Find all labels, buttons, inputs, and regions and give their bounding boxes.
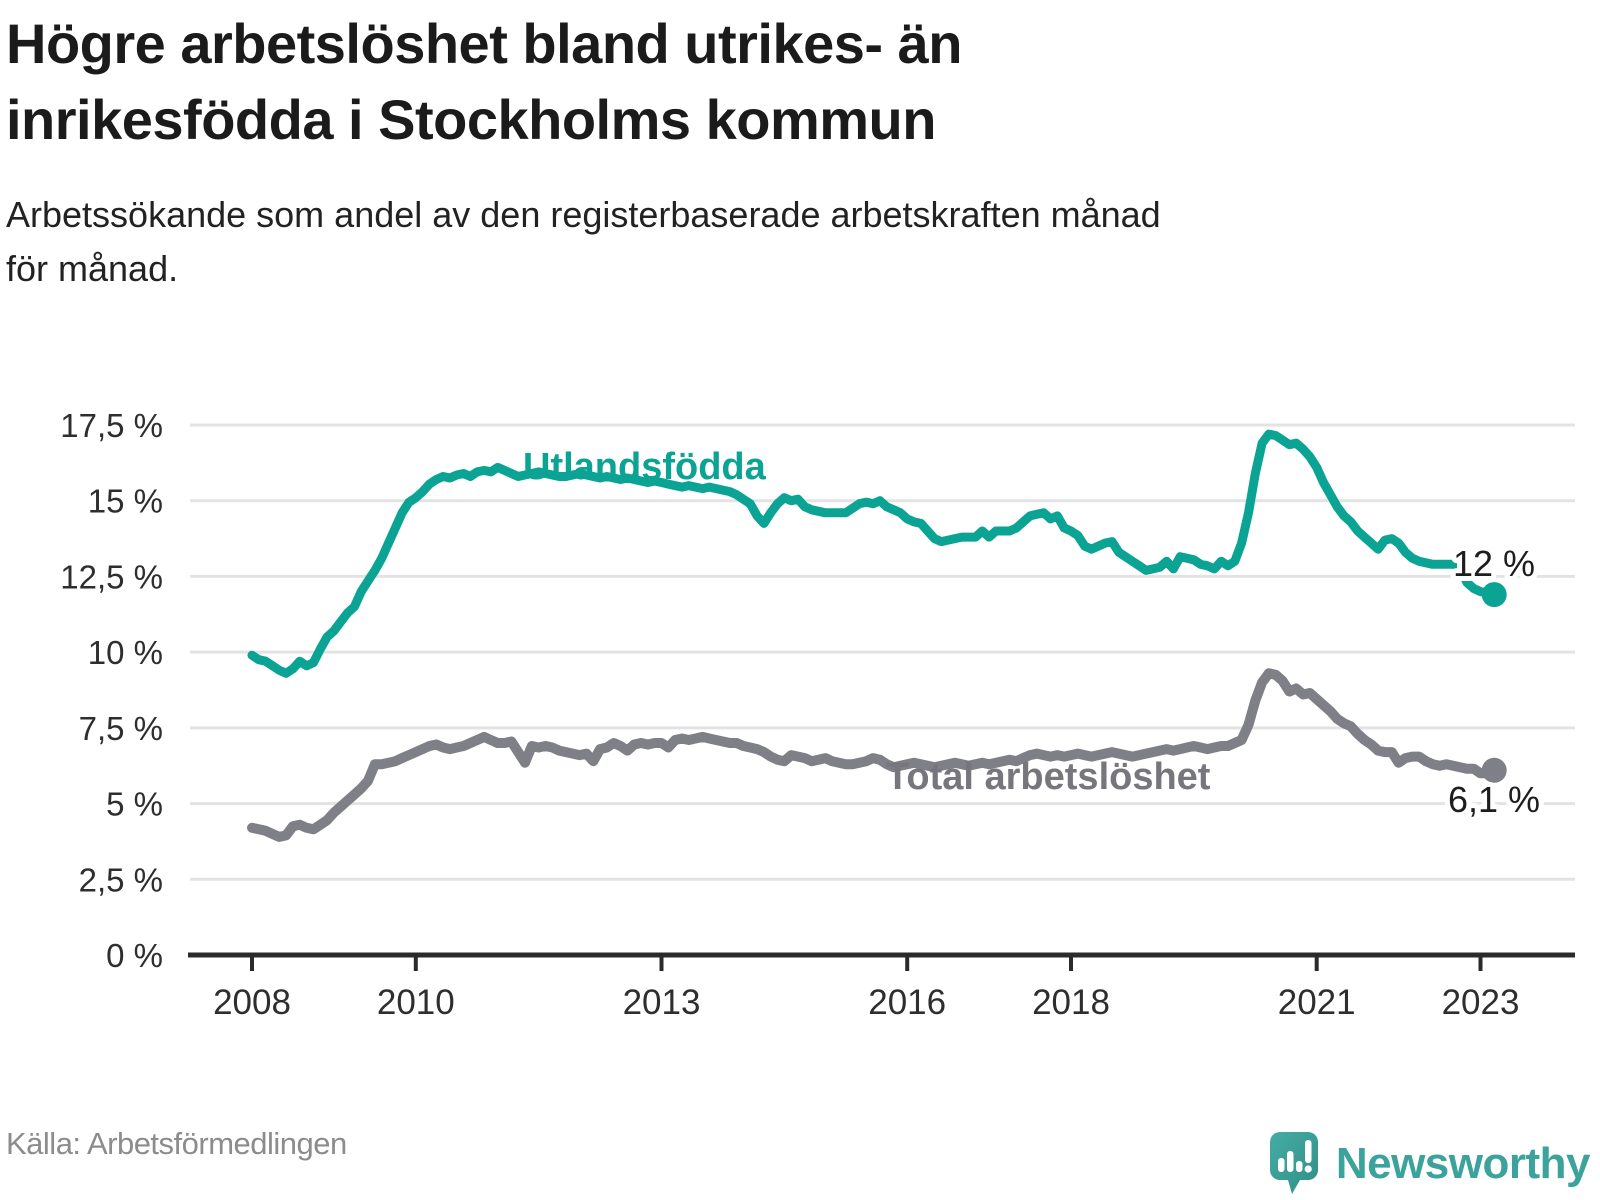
page-title: Högre arbetslöshet bland utrikes- än inr… (6, 6, 1566, 157)
end-value-label-utlandsfodda: 12 % (1453, 543, 1535, 584)
chart-subtitle: Arbetssökande som andel av den registerb… (6, 188, 1566, 296)
x-axis-label: 2018 (1032, 983, 1110, 1022)
chart-subtitle-line1: Arbetssökande som andel av den registerb… (6, 194, 1161, 235)
end-value-label-total: 6,1 % (1448, 779, 1540, 820)
x-axis-label: 2021 (1278, 983, 1356, 1022)
gridlines (190, 423, 1575, 881)
series-end-dot-total (1481, 757, 1507, 783)
series-line-utlandsfodda (247, 429, 1499, 678)
series-label-utlandsfodda: Utlandsfödda (523, 446, 767, 488)
y-axis-label: 7,5 % (79, 710, 163, 747)
y-axis-labels: 17,5 % 15 % 12,5 % 10 % 7,5 % 5 % 2,5 % … (60, 407, 163, 974)
y-axis-label: 0 % (106, 937, 163, 974)
y-axis-label: 10 % (88, 634, 163, 671)
bar-chart-bar-small (1277, 1158, 1285, 1172)
exclamation-bar (1304, 1140, 1312, 1163)
newsworthy-icon (1269, 1132, 1318, 1194)
chart-subtitle-line2: för månad. (6, 248, 179, 289)
bar-chart-bar-tall (1286, 1151, 1294, 1172)
x-axis-label: 2008 (213, 983, 291, 1022)
y-axis-label: 2,5 % (79, 861, 163, 898)
series-line-total-arbetsloshet (247, 668, 1500, 842)
exclamation-dot (1304, 1165, 1312, 1173)
x-axis-label: 2016 (868, 983, 946, 1022)
y-axis-label: 15 % (88, 483, 163, 520)
page-title-line1: Högre arbetslöshet bland utrikes- än (6, 12, 962, 75)
x-axis-label: 2023 (1442, 983, 1520, 1022)
series-end-dot-utlandsfodda (1481, 582, 1507, 608)
x-axis-label: 2010 (377, 983, 455, 1022)
x-axis-ticks (250, 957, 1483, 971)
source-note: Källa: Arbetsförmedlingen (6, 1126, 347, 1161)
page-title-line2: inrikesfödda i Stockholms kommun (6, 87, 936, 151)
y-axis-label: 5 % (106, 786, 163, 823)
y-axis-label: 17,5 % (60, 407, 163, 444)
newsworthy-logo: Newsworthy (1269, 1132, 1591, 1196)
x-axis-label: 2013 (623, 983, 701, 1022)
x-axis-labels: 2008 2010 2013 2016 2018 2021 2023 (213, 983, 1519, 1022)
bar-chart-bar-medium (1295, 1161, 1303, 1172)
brand-name: Newsworthy (1335, 1139, 1591, 1188)
series-label-total-arbetsloshet: Total arbetslöshet (886, 756, 1211, 798)
y-axis-label: 12,5 % (60, 558, 163, 595)
